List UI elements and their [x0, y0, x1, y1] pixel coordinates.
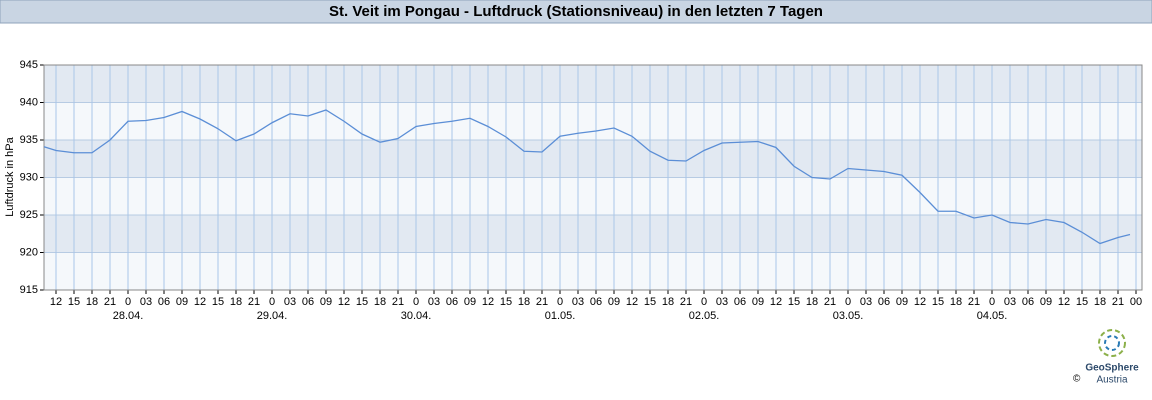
- x-tick-label: 03: [1004, 296, 1016, 308]
- x-tick-label: 0: [269, 296, 275, 308]
- x-tick-label: 21: [536, 296, 548, 308]
- x-tick-label: 15: [1076, 296, 1088, 308]
- x-tick-label: 15: [932, 296, 944, 308]
- y-tick-label: 925: [20, 209, 38, 221]
- band: [44, 65, 1142, 103]
- title-bar: [0, 0, 1152, 24]
- x-tick-label: 18: [86, 296, 98, 308]
- day-label: 01.05.: [545, 310, 576, 322]
- day-label: 28.04.: [113, 310, 144, 322]
- x-tick-label: 03: [572, 296, 584, 308]
- band: [44, 102, 1142, 140]
- copyright: ©: [1073, 374, 1081, 385]
- x-tick-label: 06: [878, 296, 890, 308]
- band: [44, 140, 1142, 178]
- day-label: 03.05.: [833, 310, 864, 322]
- x-tick-label: 03: [428, 296, 440, 308]
- x-tick-label: 0: [557, 296, 563, 308]
- x-tick-label: 12: [50, 296, 62, 308]
- x-tick-label: 03: [716, 296, 728, 308]
- x-tick-label: 12: [194, 296, 206, 308]
- logo-mark-inner: [1104, 335, 1120, 351]
- x-tick-label: 06: [302, 296, 314, 308]
- y-tick-label: 935: [20, 134, 38, 146]
- x-tick-label: 18: [374, 296, 386, 308]
- plot-border: [43, 64, 1143, 291]
- x-tick-label: 0: [989, 296, 995, 308]
- x-tick-label: 06: [446, 296, 458, 308]
- x-tick-label: 09: [608, 296, 620, 308]
- x-tick-label: 15: [500, 296, 512, 308]
- x-tick-label: 06: [1022, 296, 1034, 308]
- x-tick-label: 21: [824, 296, 836, 308]
- x-tick-label: 18: [662, 296, 674, 308]
- x-tick-label: 18: [518, 296, 530, 308]
- x-tick-label: 03: [860, 296, 872, 308]
- y-tick-label: 940: [20, 96, 38, 108]
- x-tick-label: 0: [413, 296, 419, 308]
- x-tick-label: 21: [1112, 296, 1124, 308]
- x-tick-label: 00: [1130, 296, 1142, 308]
- x-tick-label: 09: [464, 296, 476, 308]
- x-tick-label: 09: [1040, 296, 1052, 308]
- x-tick-label: 12: [1058, 296, 1070, 308]
- x-tick-label: 06: [158, 296, 170, 308]
- x-tick-label: 18: [950, 296, 962, 308]
- x-tick-label: 15: [212, 296, 224, 308]
- x-tick-label: 21: [392, 296, 404, 308]
- day-label: 02.05.: [689, 310, 720, 322]
- day-label: 30.04.: [401, 310, 432, 322]
- x-tick-label: 21: [968, 296, 980, 308]
- band: [44, 177, 1142, 215]
- x-tick-label: 09: [752, 296, 764, 308]
- x-tick-label: 03: [284, 296, 296, 308]
- x-tick-label: 15: [788, 296, 800, 308]
- x-tick-label: 12: [770, 296, 782, 308]
- x-tick-label: 21: [248, 296, 260, 308]
- x-tick-label: 15: [356, 296, 368, 308]
- x-tick-label: 15: [68, 296, 80, 308]
- x-tick-label: 0: [701, 296, 707, 308]
- x-tick-label: 21: [104, 296, 116, 308]
- x-tick-label: 18: [806, 296, 818, 308]
- band: [44, 215, 1142, 253]
- x-tick-label: 09: [896, 296, 908, 308]
- x-tick-label: 12: [914, 296, 926, 308]
- chart-title: St. Veit im Pongau - Luftdruck (Stations…: [329, 3, 823, 20]
- logo-mark: [1098, 329, 1126, 357]
- x-tick-label: 12: [338, 296, 350, 308]
- x-tick-label: 06: [734, 296, 746, 308]
- x-tick-label: 21: [680, 296, 692, 308]
- x-tick-label: 18: [230, 296, 242, 308]
- y-tick-label: 915: [20, 284, 38, 296]
- x-tick-label: 18: [1094, 296, 1106, 308]
- y-tick-label: 930: [20, 171, 38, 183]
- y-tick-label: 920: [20, 246, 38, 258]
- logo-name: GeoSphere: [1085, 363, 1139, 374]
- band: [44, 252, 1142, 290]
- data-line: [43, 109, 1131, 245]
- x-tick-label: 06: [590, 296, 602, 308]
- x-tick-label: 0: [125, 296, 131, 308]
- y-axis-label: Luftdruck in hPa: [4, 136, 16, 216]
- logo-sub: Austria: [1096, 375, 1128, 386]
- x-tick-label: 12: [626, 296, 638, 308]
- x-tick-label: 09: [320, 296, 332, 308]
- y-tick-label: 945: [20, 59, 38, 71]
- logo: GeoSphere Austria ©: [1073, 329, 1139, 386]
- day-label: 29.04.: [257, 310, 288, 322]
- x-tick-label: 0: [845, 296, 851, 308]
- x-tick-label: 15: [644, 296, 656, 308]
- x-tick-label: 12: [482, 296, 494, 308]
- day-label: 04.05.: [977, 310, 1008, 322]
- x-tick-label: 09: [176, 296, 188, 308]
- x-tick-label: 03: [140, 296, 152, 308]
